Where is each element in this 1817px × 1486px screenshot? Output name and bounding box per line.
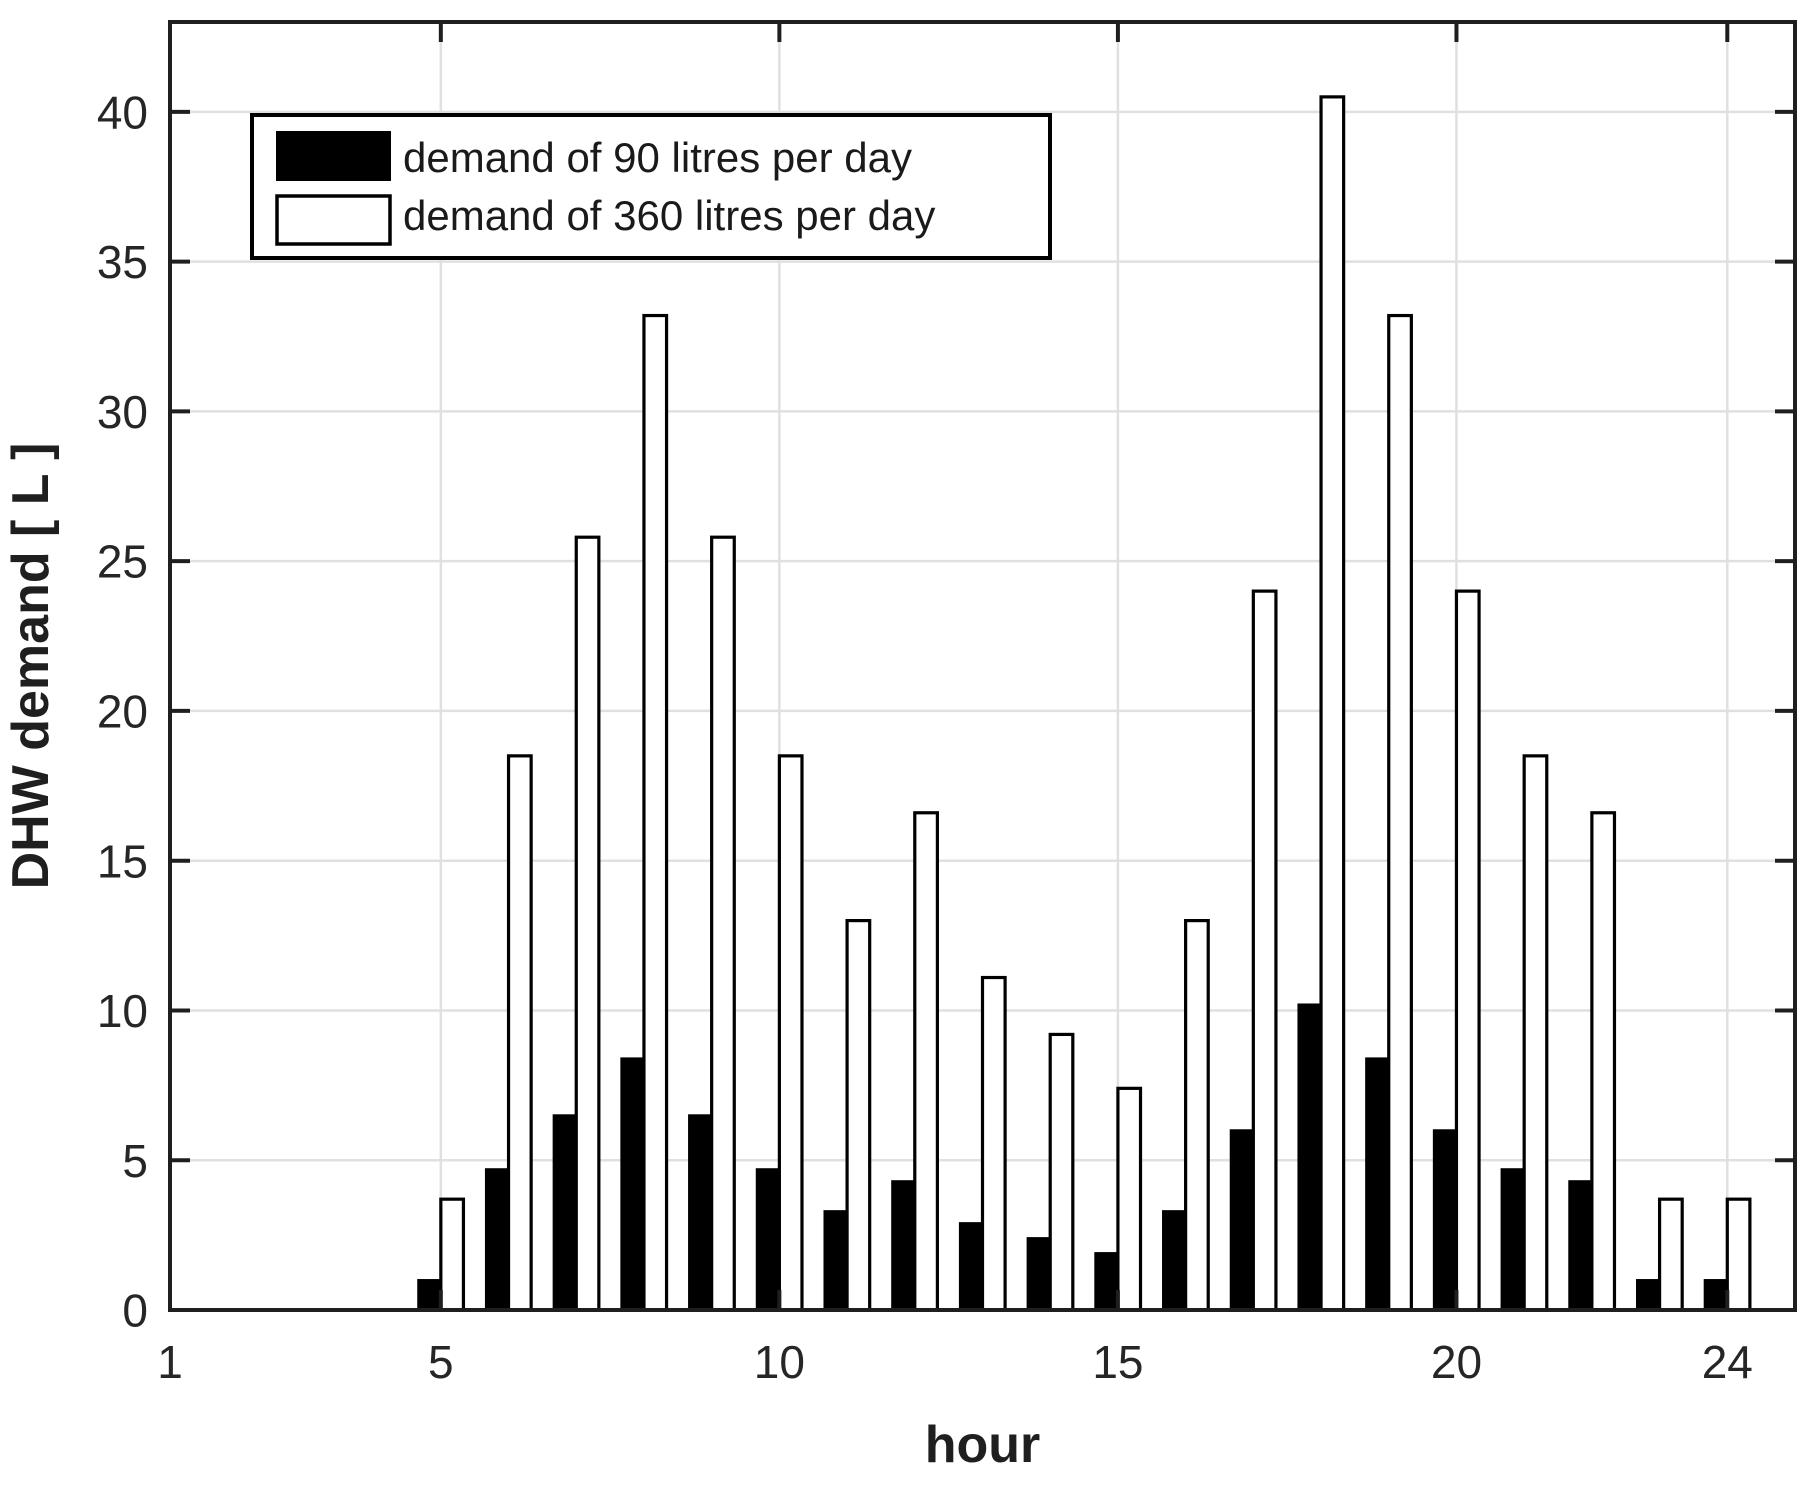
- y-tick-label-0: 0: [122, 1285, 148, 1337]
- plot-frame: [168, 20, 1797, 1312]
- bar-90l-hour-10: [755, 1168, 781, 1312]
- bar-360l-hour-7: [574, 535, 601, 1312]
- y-tick-label-30: 30: [97, 386, 148, 438]
- bar-360l-hour-13: [980, 975, 1007, 1312]
- bar-90l-hour-21: [1500, 1168, 1526, 1312]
- legend-swatch-90l: [276, 131, 391, 181]
- bar-90l-hour-14: [1026, 1237, 1052, 1311]
- bar-90l-hour-5: [417, 1279, 442, 1311]
- x-tick-label-1: 1: [157, 1336, 183, 1388]
- x-axis-label: hour: [925, 1416, 1041, 1474]
- y-tick-label-20: 20: [97, 685, 148, 737]
- y-tick-label-15: 15: [97, 835, 148, 887]
- x-tick-label-10: 10: [754, 1336, 805, 1388]
- bar-90l-hour-13: [958, 1222, 984, 1312]
- y-axis-label: DHW demand [ L ]: [2, 443, 60, 890]
- bar-360l-hour-10: [777, 754, 804, 1312]
- bar-360l-hour-16: [1184, 919, 1210, 1312]
- y-tick-label-25: 25: [97, 536, 148, 588]
- bar-360l-hour-12: [913, 811, 939, 1312]
- bar-90l-hour-16: [1162, 1210, 1187, 1311]
- x-tick-label-15: 15: [1092, 1336, 1143, 1388]
- bar-360l-hour-15: [1116, 1086, 1143, 1312]
- bar-90l-hour-6: [484, 1168, 510, 1312]
- bar-90l-hour-8: [620, 1057, 645, 1312]
- bar-360l-hour-21: [1522, 754, 1549, 1312]
- bar-360l-hour-6: [506, 754, 533, 1312]
- bar-360l-hour-20: [1454, 589, 1481, 1312]
- legend: demand of 90 litres per day demand of 360…: [250, 113, 1052, 260]
- bar-90l-hour-11: [823, 1210, 849, 1311]
- legend-swatch-360l: [275, 194, 392, 246]
- bar-360l-hour-22: [1590, 811, 1617, 1312]
- bar-90l-hour-9: [688, 1114, 713, 1312]
- bar-90l-hour-18: [1297, 1003, 1323, 1311]
- bar-360l-hour-23: [1657, 1197, 1684, 1312]
- bar-90l-hour-12: [891, 1180, 916, 1311]
- bar-360l-hour-17: [1251, 589, 1278, 1312]
- bar-360l-hour-19: [1387, 313, 1413, 1312]
- y-tick-label-35: 35: [97, 236, 148, 288]
- bar-360l-hour-14: [1048, 1032, 1075, 1312]
- x-tick-label-20: 20: [1431, 1336, 1482, 1388]
- x-tick-label-24: 24: [1702, 1336, 1753, 1388]
- bar-360l-hour-11: [845, 919, 872, 1312]
- bar-360l-hour-18: [1319, 95, 1346, 1312]
- bar-360l-hour-8: [642, 313, 669, 1312]
- bar-90l-hour-22: [1568, 1180, 1593, 1311]
- legend-label-90l: demand of 90 litres per day: [403, 134, 912, 181]
- bar-360l-hour-5: [439, 1197, 466, 1312]
- bar-360l-hour-24: [1725, 1197, 1752, 1312]
- y-tick-label-5: 5: [122, 1135, 148, 1187]
- bar-90l-hour-17: [1229, 1129, 1255, 1311]
- bar-90l-hour-7: [552, 1114, 578, 1312]
- bar-90l-hour-20: [1432, 1129, 1458, 1311]
- bar-360l-hour-9: [710, 535, 736, 1312]
- bar-90l-hour-19: [1365, 1057, 1390, 1312]
- bar-90l-hour-23: [1635, 1279, 1661, 1311]
- x-tick-label-5: 5: [428, 1336, 454, 1388]
- y-tick-label-10: 10: [97, 985, 148, 1037]
- bar-90l-hour-15: [1094, 1252, 1119, 1312]
- legend-label-360l: demand of 360 litres per day: [403, 192, 935, 239]
- y-tick-label-40: 40: [97, 86, 148, 138]
- bar-90l-hour-24: [1703, 1279, 1729, 1311]
